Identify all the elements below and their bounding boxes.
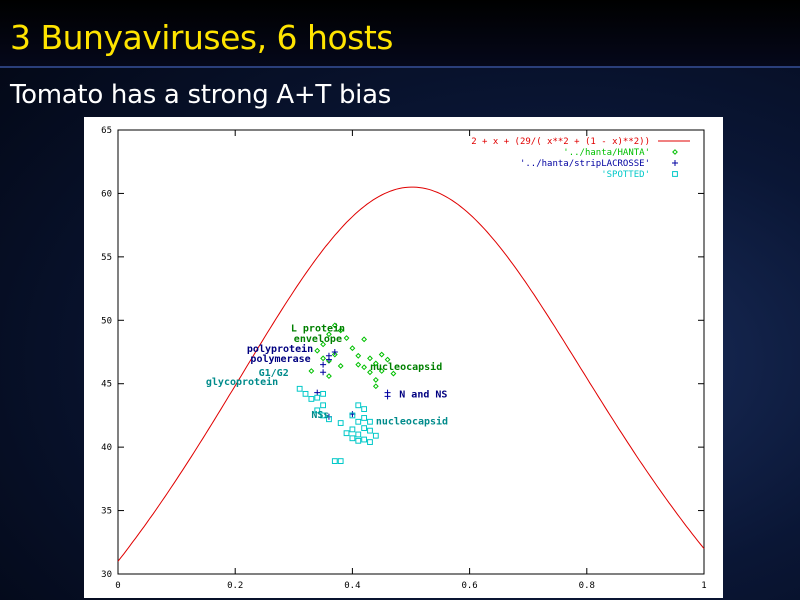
point-hanta xyxy=(326,357,332,364)
point-hanta xyxy=(372,360,379,367)
point-hanta xyxy=(384,356,391,363)
y-tick-label: 35 xyxy=(101,507,112,517)
slide-subtitle: Tomato has a strong A+T bias xyxy=(10,80,391,110)
y-tick-label: 55 xyxy=(101,253,112,263)
point-spotted xyxy=(331,458,338,464)
point-spotted xyxy=(355,418,362,425)
point-spotted xyxy=(367,418,373,425)
slide-title: 3 Bunyaviruses, 6 hosts xyxy=(10,18,393,57)
plot-frame: 0 0.2 0.4 0.6 0.8 1 30 35 40 45 50 55 60 65 L protein e… xyxy=(84,117,723,598)
point-spotted xyxy=(314,394,321,401)
y-tick-label: 45 xyxy=(101,380,112,390)
annotation-label: envelope xyxy=(294,334,342,345)
point-lacrosse xyxy=(325,356,332,363)
point-spotted xyxy=(372,432,379,439)
point-hanta xyxy=(314,347,321,354)
x-tick-label: 0 xyxy=(115,581,120,591)
legend-label: 'SPOTTED' xyxy=(601,170,650,180)
annotation-label: NSs xyxy=(311,410,329,421)
point-spotted xyxy=(302,390,309,397)
point-hanta xyxy=(308,368,315,374)
point-lacrosse xyxy=(320,369,327,376)
point-spotted xyxy=(349,426,356,433)
point-hanta xyxy=(326,373,332,380)
point-hanta xyxy=(355,361,362,368)
point-hanta xyxy=(361,336,368,343)
legend-marker xyxy=(672,171,678,177)
point-spotted xyxy=(314,407,321,414)
point-hanta xyxy=(355,352,362,359)
point-spotted xyxy=(367,427,373,434)
annotation-label: nucleocapsid xyxy=(376,415,448,427)
point-hanta xyxy=(326,331,332,338)
annotation-label: glycoprotein xyxy=(206,376,278,388)
point-spotted xyxy=(361,415,368,421)
x-tick-label: 1 xyxy=(701,581,706,591)
curve-line xyxy=(117,186,705,562)
point-hanta xyxy=(372,377,379,383)
annotation-label: polymerase xyxy=(250,354,310,365)
point-spotted xyxy=(320,390,326,397)
point-hanta xyxy=(378,351,385,358)
y-tick-label: 50 xyxy=(101,316,112,326)
point-spotted xyxy=(337,420,344,426)
title-bar: 3 Bunyaviruses, 6 hosts xyxy=(0,0,800,68)
point-spotted xyxy=(326,416,332,423)
point-hanta xyxy=(320,355,327,362)
point-spotted xyxy=(320,412,326,419)
scatter-chart: 0 0.2 0.4 0.6 0.8 1 30 35 40 45 50 55 60 65 L proteine… xyxy=(101,126,707,591)
point-hanta xyxy=(331,322,338,329)
legend-label: '../hanta/stripLACROSSE' xyxy=(520,159,650,169)
y-tick-label: 65 xyxy=(101,126,112,136)
annotation-label: N and NS xyxy=(399,390,447,401)
plot-border xyxy=(117,129,705,575)
y-tick-label: 60 xyxy=(101,189,112,199)
point-spotted xyxy=(320,402,326,409)
point-lacrosse xyxy=(384,393,391,400)
point-hanta xyxy=(320,341,327,348)
point-spotted xyxy=(355,402,362,409)
point-hanta xyxy=(378,368,385,374)
point-hanta xyxy=(337,363,344,369)
point-spotted xyxy=(349,435,356,442)
point-hanta xyxy=(337,327,344,334)
point-spotted xyxy=(355,431,362,438)
y-tick-label: 40 xyxy=(101,443,112,453)
point-spotted xyxy=(361,406,368,412)
point-hanta xyxy=(349,345,356,352)
point-spotted xyxy=(308,396,315,402)
point-hanta xyxy=(390,370,397,377)
point-spotted xyxy=(367,439,373,445)
x-tick-label: 0.6 xyxy=(461,581,477,591)
x-tick-label: 0.2 xyxy=(227,581,243,591)
legend-marker xyxy=(672,149,678,155)
point-hanta xyxy=(331,351,338,358)
point-spotted xyxy=(355,437,362,444)
point-spotted xyxy=(361,425,368,432)
annotation-label: polyprotein xyxy=(247,343,313,355)
annotation-label: nucleocapsid xyxy=(370,361,442,373)
point-spotted xyxy=(361,436,368,443)
point-lacrosse xyxy=(331,349,338,355)
point-lacrosse xyxy=(314,389,321,396)
point-hanta xyxy=(372,383,379,390)
legend-marker xyxy=(672,160,678,166)
legend-label: 2 + x + (29/( x**2 + (1 - x)**2)) xyxy=(471,137,650,147)
point-hanta xyxy=(367,369,373,376)
x-tick-label: 0.4 xyxy=(344,581,360,591)
point-hanta xyxy=(343,335,350,341)
annotation-label: G1/G2 xyxy=(259,368,289,379)
point-lacrosse xyxy=(320,361,327,368)
x-tick-label: 0.8 xyxy=(579,581,595,591)
point-spotted xyxy=(296,385,303,392)
legend-label: '../hanta/HANTA' xyxy=(563,148,650,158)
annotation-label: L protein xyxy=(291,323,345,335)
point-hanta xyxy=(361,364,368,371)
point-spotted xyxy=(349,412,356,419)
point-spotted xyxy=(337,458,344,464)
y-tick-label: 30 xyxy=(101,570,112,580)
point-hanta xyxy=(367,355,373,362)
point-spotted xyxy=(343,430,350,437)
